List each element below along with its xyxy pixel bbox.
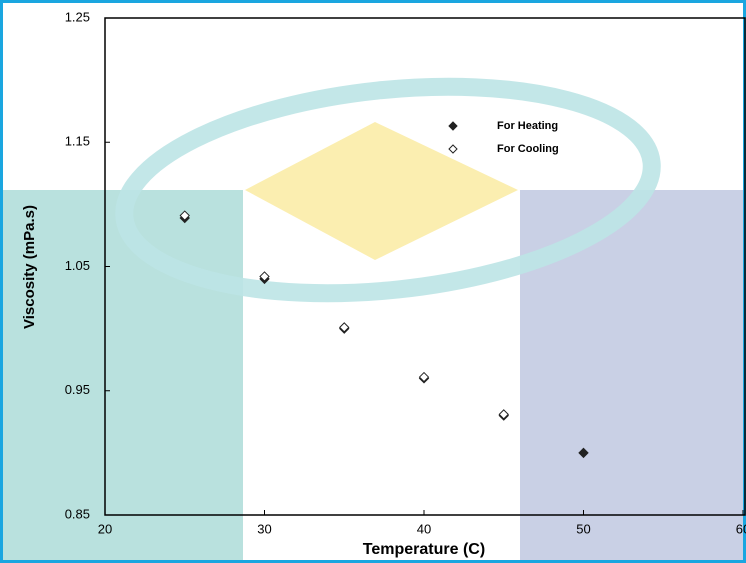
x-tick-label: 20 xyxy=(98,521,112,536)
x-tick-label: 40 xyxy=(417,521,431,536)
x-tick-label: 50 xyxy=(576,521,590,536)
y-tick-label: 1.25 xyxy=(65,9,90,24)
x-tick-label: 30 xyxy=(257,521,271,536)
legend-label: For Cooling xyxy=(497,143,559,155)
x-tick-label: 60 xyxy=(736,521,746,536)
y-tick-label: 1.05 xyxy=(65,258,90,273)
y-tick-label: 1.15 xyxy=(65,134,90,149)
y-tick-label: 0.85 xyxy=(65,506,90,521)
x-axis-label: Temperature (C) xyxy=(363,541,485,558)
legend-label: For Heating xyxy=(497,120,558,132)
y-tick-label: 0.95 xyxy=(65,382,90,397)
y-axis-label: Viscosity (mPa.s) xyxy=(21,205,38,329)
chart: Viscosity (mPa.s) Temperature (C) 0.85 0.… xyxy=(0,0,746,563)
